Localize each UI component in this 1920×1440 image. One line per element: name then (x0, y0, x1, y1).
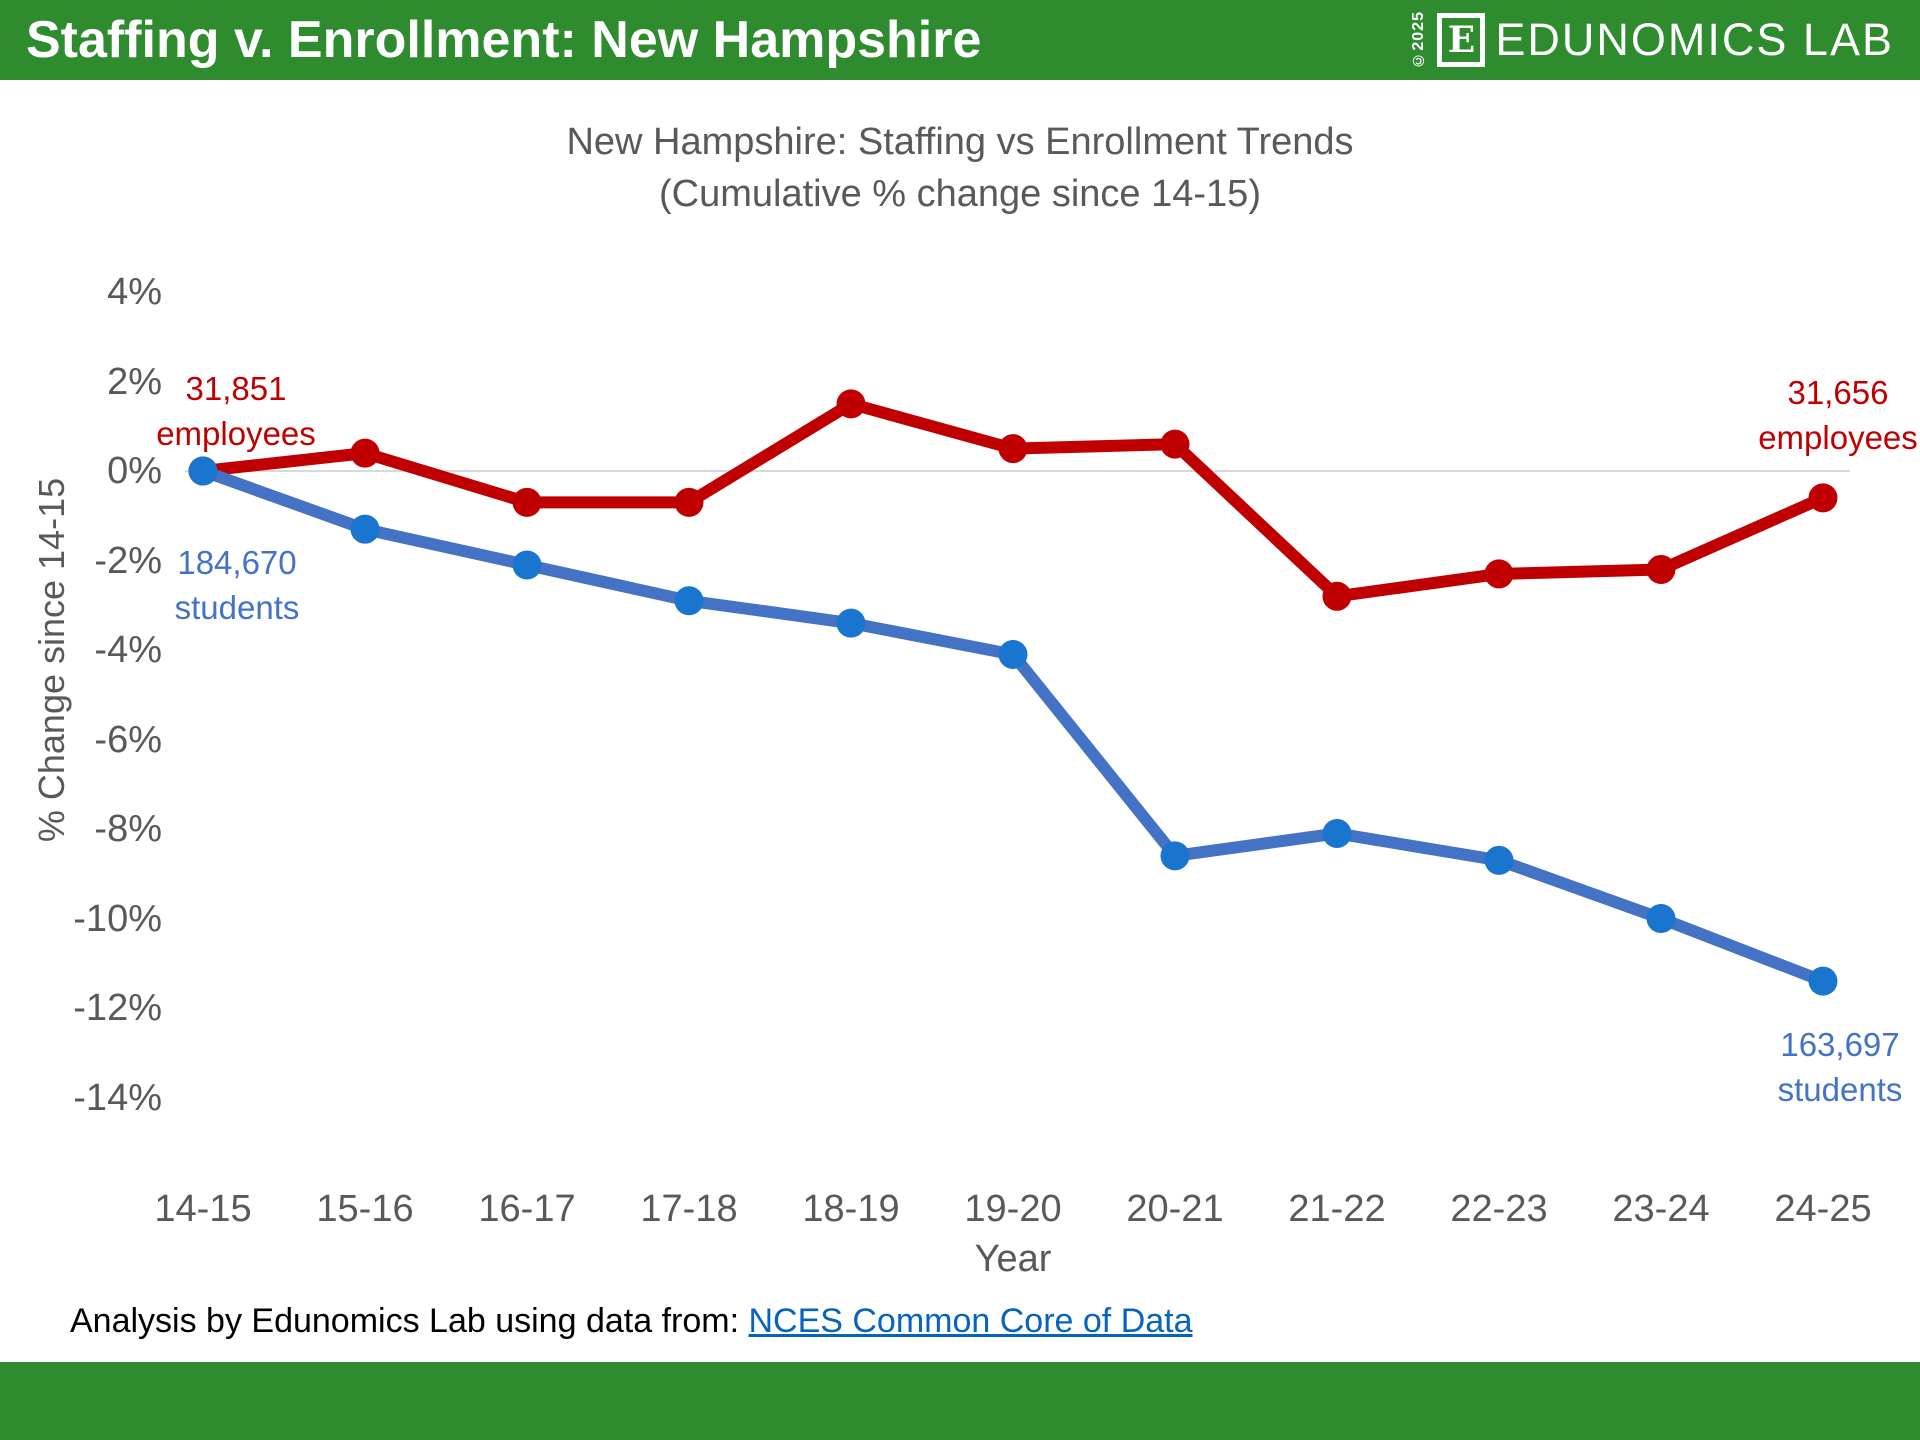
edunomics-wordmark: EDUNOMICS LAB (1495, 14, 1894, 65)
y-tick--12%: -12% (73, 987, 162, 1029)
chart-title-block: New Hampshire: Staffing vs Enrollment Tr… (360, 116, 1560, 220)
page-title-state: New Hampshire (591, 11, 982, 69)
students-point-21-22 (1322, 818, 1352, 848)
employees-point-24-25 (1808, 483, 1838, 513)
employees-point-23-24 (1646, 554, 1676, 584)
employees-start-unit: employees (156, 415, 316, 452)
employees-line (197, 397, 1829, 603)
x-tick-18-19: 18-19 (802, 1188, 900, 1230)
students-point-22-23 (1484, 845, 1514, 875)
x-tick-24-25: 24-25 (1774, 1188, 1872, 1230)
employees-point-15-16 (350, 438, 380, 468)
students-line (197, 465, 1829, 988)
y-tick--2%: -2% (94, 539, 162, 582)
x-tick-20-21: 20-21 (1126, 1188, 1224, 1230)
x-tick-15-16: 15-16 (316, 1188, 414, 1230)
students-point-14-15 (188, 456, 218, 486)
y-tick--8%: -8% (94, 808, 162, 850)
students-point-20-21 (1160, 841, 1190, 871)
y-tick-4%: 4% (107, 271, 162, 313)
students-point-18-19 (836, 608, 866, 638)
chart-subtitle: (Cumulative % change since 14-15) (659, 173, 1261, 215)
employees-point-22-23 (1484, 559, 1514, 589)
students-end-value: 163,697 (1780, 1026, 1900, 1063)
students-point-16-17 (512, 550, 542, 580)
y-tick-2%: 2% (107, 360, 162, 403)
logo-letter: E (1447, 19, 1476, 61)
source-note-text: Analysis by Edunomics Lab using data fro… (70, 1302, 749, 1340)
employees-point-20-21 (1160, 429, 1190, 459)
edunomics-e-icon: E (1437, 13, 1486, 67)
x-tick-21-22: 21-22 (1288, 1188, 1386, 1230)
employees-end-unit: employees (1758, 419, 1918, 456)
employees-end-label: 31,656 employees (1703, 370, 1920, 460)
x-tick-22-23: 22-23 (1450, 1188, 1548, 1230)
x-tick-16-17: 16-17 (478, 1188, 576, 1230)
students-end-unit: students (1777, 1071, 1903, 1108)
page-title: Staffing v. Enrollment: New Hampshire (26, 10, 981, 70)
y-tick-0%: 0% (107, 450, 162, 492)
students-point-15-16 (350, 514, 380, 544)
employees-point-17-18 (674, 487, 704, 517)
page-title-regular: Staffing v. Enrollment: (26, 11, 592, 69)
x-tick-19-20: 19-20 (964, 1188, 1062, 1230)
employees-point-18-19 (836, 389, 866, 419)
source-note: Analysis by Edunomics Lab using data fro… (70, 1302, 1193, 1341)
employees-point-16-17 (512, 487, 542, 517)
employees-start-value: 31,851 (185, 370, 287, 407)
footer-bar (0, 1362, 1920, 1440)
x-tick-14-15: 14-15 (154, 1188, 252, 1230)
chart-title: New Hampshire: Staffing vs Enrollment Tr… (566, 121, 1354, 163)
x-axis-title: Year (974, 1238, 1052, 1280)
employees-point-19-20 (998, 434, 1028, 464)
employees-start-label: 31,851 employees (101, 366, 371, 456)
source-link[interactable]: NCES Common Core of Data (748, 1302, 1193, 1340)
students-point-17-18 (674, 586, 704, 616)
students-point-23-24 (1646, 904, 1676, 933)
x-tick-17-18: 17-18 (640, 1188, 738, 1230)
students-end-label: 163,697 students (1705, 1022, 1920, 1112)
students-start-unit: students (174, 589, 300, 626)
students-point-24-25 (1808, 966, 1838, 996)
y-tick--4%: -4% (94, 629, 162, 671)
y-tick--6%: -6% (94, 718, 162, 761)
y-tick--10%: -10% (73, 897, 162, 940)
students-start-value: 184,670 (177, 544, 297, 581)
students-point-19-20 (998, 639, 1028, 669)
employees-point-21-22 (1322, 581, 1352, 611)
employees-end-value: 31,656 (1787, 374, 1889, 411)
edunomics-logo: ©2025 E EDUNOMICS LAB (1410, 11, 1894, 69)
students-start-label: 184,670 students (102, 540, 372, 630)
header-bar: Staffing v. Enrollment: New Hampshire ©2… (0, 0, 1920, 80)
y-tick--14%: -14% (73, 1076, 162, 1119)
x-tick-23-24: 23-24 (1612, 1188, 1710, 1230)
